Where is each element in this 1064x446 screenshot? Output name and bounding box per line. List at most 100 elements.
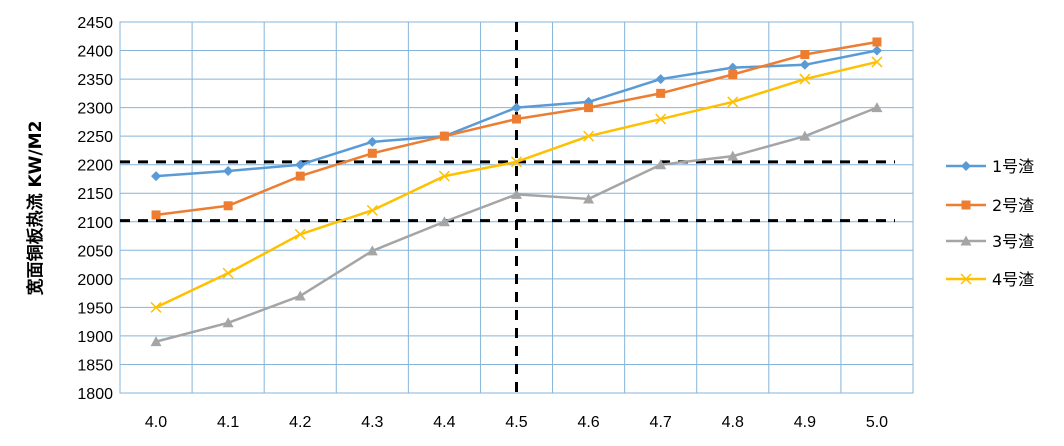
data-point: [151, 210, 161, 220]
data-point: [150, 301, 162, 313]
legend-marker: [961, 200, 971, 210]
data-point: [367, 148, 377, 158]
data-point: [655, 113, 667, 125]
data-point: [223, 201, 233, 211]
y-tick-label: 2450: [77, 15, 113, 32]
data-point: [439, 131, 449, 141]
data-point: [512, 114, 521, 124]
data-point: [799, 73, 811, 85]
legend-label: 3号渣: [992, 232, 1034, 251]
legend-marker: [960, 273, 972, 285]
data-point: [727, 150, 739, 161]
x-tick-label: 4.1: [217, 414, 239, 431]
legend-marker: [961, 161, 971, 171]
data-point: [295, 159, 306, 170]
legend-label: 4号渣: [992, 270, 1034, 289]
series-4: [150, 56, 883, 313]
x-axis-ticks: 4.0 4.1 4.2 4.3 4.4 4.5 4.6 4.7 4.8 4.9 5.0: [145, 414, 888, 431]
x-marker-stroke: [510, 156, 523, 168]
legend-item: 4号渣: [946, 270, 1034, 289]
data-point: [294, 290, 306, 301]
data-point: [799, 130, 811, 141]
series-group: [150, 37, 883, 347]
x-tick-label: 4.8: [722, 414, 744, 431]
data-point: [295, 171, 305, 181]
legend: 1号渣 2号渣 3号渣 4号渣: [946, 157, 1034, 289]
reference-lines: [120, 22, 895, 393]
data-point: [151, 171, 162, 182]
y-tick-label: 2350: [77, 72, 113, 89]
x-marker-stroke: [871, 56, 883, 68]
data-point: [583, 193, 595, 204]
data-point: [800, 50, 810, 60]
data-point: [871, 56, 883, 68]
data-point: [438, 216, 450, 227]
data-point: [294, 228, 306, 240]
data-point: [438, 170, 450, 182]
legend-item: 1号渣: [946, 157, 1034, 176]
data-point: [655, 74, 666, 85]
data-point: [872, 37, 882, 47]
legend-label: 1号渣: [992, 157, 1034, 176]
x-tick-label: 5.0: [866, 414, 888, 431]
y-tick-label: 1800: [77, 386, 113, 403]
y-tick-label: 1900: [77, 329, 113, 346]
series-3: [150, 102, 883, 347]
x-tick-label: 4.9: [794, 414, 816, 431]
x-tick-label: 4.0: [145, 414, 167, 431]
data-point: [511, 102, 522, 113]
data-point: [584, 103, 594, 113]
data-point: [366, 245, 378, 256]
y-tick-label: 2000: [77, 272, 113, 289]
x-marker-stroke: [727, 96, 739, 108]
x-marker-stroke: [583, 130, 595, 142]
data-point: [871, 102, 883, 113]
legend-item: 2号渣: [946, 196, 1034, 215]
x-marker-stroke: [150, 301, 162, 313]
x-marker-stroke: [222, 267, 234, 279]
data-point: [511, 188, 522, 199]
data-point: [223, 165, 234, 176]
data-point: [871, 45, 882, 56]
y-axis-title: 宽面铜板热流 KW/M2: [25, 121, 46, 296]
y-axis-ticks: 1800 1850 1900 1950 2000 2050 2100 2150 2200 2250…: [77, 15, 113, 403]
y-tick-label: 2100: [77, 215, 113, 232]
data-point: [728, 70, 738, 80]
data-point: [799, 59, 810, 70]
legend-item: 3号渣: [946, 232, 1034, 251]
x-marker-stroke: [438, 170, 450, 182]
y-tick-label: 2200: [77, 158, 113, 175]
data-point: [222, 267, 234, 279]
data-point: [150, 336, 162, 347]
y-tick-label: 2250: [77, 129, 113, 146]
x-marker-stroke: [366, 204, 378, 216]
x-marker-stroke: [799, 73, 811, 85]
legend-marker: [960, 235, 972, 246]
data-point: [222, 317, 234, 328]
data-point: [655, 159, 667, 170]
x-marker-stroke: [294, 228, 306, 240]
x-marker-stroke: [655, 113, 667, 125]
y-tick-label: 1950: [77, 300, 113, 317]
x-tick-label: 4.3: [361, 414, 383, 431]
x-tick-label: 4.7: [650, 414, 672, 431]
y-tick-label: 2150: [77, 186, 113, 203]
legend-label: 2号渣: [992, 196, 1034, 215]
y-tick-label: 2050: [77, 243, 113, 260]
x-tick-label: 4.6: [577, 414, 599, 431]
x-tick-label: 4.5: [505, 414, 527, 431]
y-tick-label: 2400: [77, 44, 113, 61]
x-tick-label: 4.4: [433, 414, 455, 431]
data-point: [366, 204, 378, 216]
x-marker-stroke: [960, 273, 972, 285]
series-2: [151, 37, 882, 220]
data-point: [727, 96, 739, 108]
data-point: [367, 136, 378, 147]
y-tick-label: 2300: [77, 101, 113, 118]
data-point: [510, 156, 523, 168]
x-tick-label: 4.2: [289, 414, 311, 431]
data-point: [583, 130, 595, 142]
data-point: [656, 88, 666, 98]
y-tick-label: 1850: [77, 357, 113, 374]
